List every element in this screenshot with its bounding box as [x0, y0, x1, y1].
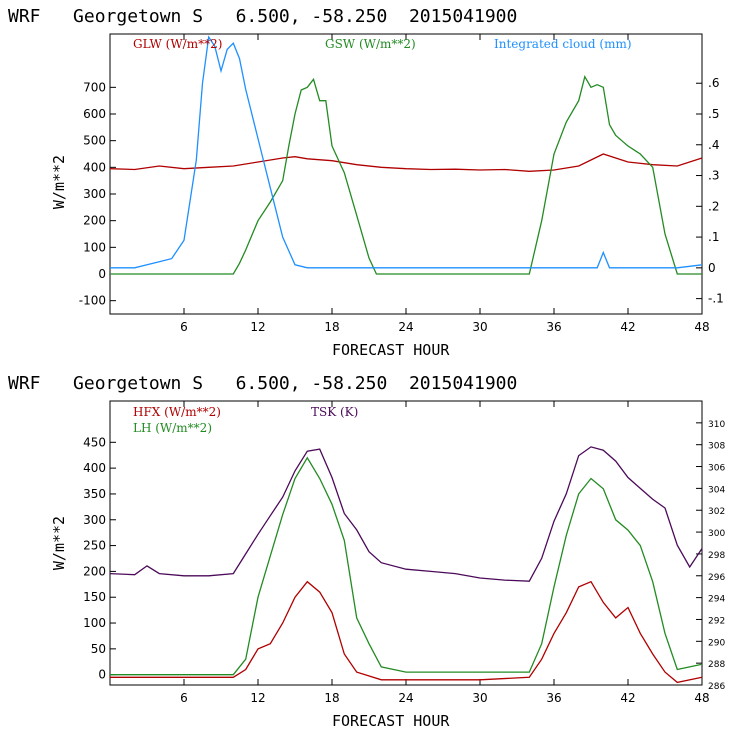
- x-tick-label: 36: [546, 691, 561, 705]
- y-tick-label: 150: [83, 590, 106, 604]
- series-line-glw: [109, 153, 703, 172]
- x-tick-label: 6: [180, 691, 188, 705]
- y-tick-label: 300: [83, 513, 106, 527]
- y2-tick-label: 0: [708, 261, 716, 275]
- y-tick-label: 200: [83, 214, 106, 228]
- legend-gsw: GSW (W/m**2): [325, 37, 416, 51]
- y2-tick-label: 308: [708, 442, 725, 452]
- legend-glw: GLW (W/m**2): [133, 37, 222, 51]
- x-tick-label: 48: [694, 320, 709, 334]
- series-line-tsk: [109, 446, 703, 582]
- x-tick-label: 24: [398, 691, 413, 705]
- plot-frame: [109, 400, 703, 686]
- y2-tick-label: .6: [708, 76, 719, 90]
- y-tick-label: 100: [83, 240, 106, 254]
- y2-tick-label: 294: [708, 595, 725, 605]
- y2-tick-label: 302: [708, 507, 725, 517]
- y2-tick-label: 306: [708, 464, 725, 474]
- y-tick-label: 450: [83, 435, 106, 449]
- series-line-lh: [110, 456, 703, 676]
- y2-tick-label: 286: [708, 682, 725, 692]
- y2-tick-label: .3: [708, 169, 719, 183]
- y-tick-label: 200: [83, 564, 106, 578]
- legend-hfx: HFX (W/m**2): [133, 405, 221, 419]
- x-tick-label: 30: [472, 320, 487, 334]
- chart-title: WRF Georgetown S 6.500, -58.250 20150419…: [8, 373, 517, 394]
- y2-tick-label: 292: [708, 616, 725, 626]
- y2-tick-label: 290: [708, 638, 725, 648]
- y-tick-label: 300: [83, 187, 106, 201]
- series-line-hfx: [110, 580, 703, 684]
- x-tick-label: 18: [324, 691, 339, 705]
- y2-tick-label: 288: [708, 660, 725, 670]
- x-axis-label: FORECAST HOUR: [332, 712, 450, 730]
- y2-tick-label: -.1: [708, 292, 724, 306]
- y2-tick-label: .4: [708, 138, 719, 152]
- y-tick-label: -100: [79, 294, 106, 308]
- x-tick-label: 18: [324, 320, 339, 334]
- plot-frame: [109, 33, 703, 315]
- y-tick-label: 500: [83, 134, 106, 148]
- y-tick-label: 50: [91, 642, 106, 656]
- x-tick-label: 6: [180, 320, 188, 334]
- legend-lh: LH (W/m**2): [133, 421, 212, 435]
- y-tick-label: 0: [98, 668, 106, 682]
- y-axis-label: W/m**2: [50, 516, 68, 570]
- y-tick-label: 700: [83, 80, 106, 94]
- y-tick-label: 250: [83, 539, 106, 553]
- x-tick-label: 12: [250, 691, 265, 705]
- y2-tick-label: .1: [708, 230, 719, 244]
- series-line-integrated: [110, 35, 703, 269]
- x-tick-label: 24: [398, 320, 413, 334]
- y2-tick-label: 296: [708, 573, 725, 583]
- y2-tick-label: .5: [708, 107, 719, 121]
- y2-tick-label: 300: [708, 529, 725, 539]
- y2-tick-label: 298: [708, 551, 725, 561]
- legend-cloud: Integrated cloud (mm): [494, 37, 632, 51]
- chart-panel-1: WRF Georgetown S 6.500, -58.250 20150419…: [8, 6, 724, 359]
- y-tick-label: 400: [83, 461, 106, 475]
- y2-tick-label: .2: [708, 199, 719, 213]
- chart-panel-2: WRF Georgetown S 6.500, -58.250 20150419…: [8, 373, 725, 730]
- series-line-gsw: [110, 75, 702, 275]
- y-tick-label: 400: [83, 160, 106, 174]
- x-tick-label: 36: [546, 320, 561, 334]
- legend-tsk: TSK (K): [311, 405, 358, 419]
- y-tick-label: 0: [98, 267, 106, 281]
- y-tick-label: 350: [83, 487, 106, 501]
- x-tick-label: 42: [620, 691, 635, 705]
- y-tick-label: 600: [83, 107, 106, 121]
- y-axis-label: W/m**2: [50, 155, 68, 209]
- x-tick-label: 42: [620, 320, 635, 334]
- y2-tick-label: 310: [708, 420, 725, 430]
- x-tick-label: 30: [472, 691, 487, 705]
- y2-tick-label: 304: [708, 485, 725, 495]
- y-tick-label: 100: [83, 616, 106, 630]
- x-tick-label: 12: [250, 320, 265, 334]
- chart-title: WRF Georgetown S 6.500, -58.250 20150419…: [8, 6, 517, 27]
- x-axis-label: FORECAST HOUR: [332, 341, 450, 359]
- x-tick-label: 48: [694, 691, 709, 705]
